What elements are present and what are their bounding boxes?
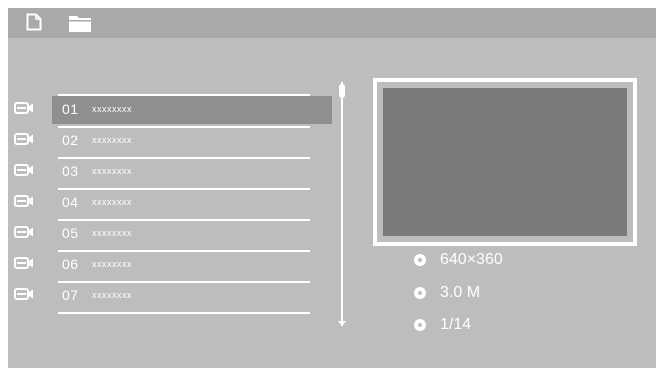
scrollbar[interactable] xyxy=(337,82,347,330)
screen: 01 xxxxxxxx 02 xxxxxxxx 03 xxxxxxxx 04 xxxxxxxx… xyxy=(8,8,656,368)
list-item-number: 02 xyxy=(62,132,79,148)
scroll-track xyxy=(341,82,343,326)
list-item-number: 04 xyxy=(62,194,79,210)
row-divider xyxy=(58,126,310,128)
list-item[interactable]: 06 xxxxxxxx xyxy=(52,251,332,283)
video-camera-icon xyxy=(14,256,34,270)
preview-image xyxy=(383,88,627,236)
document-icon[interactable] xyxy=(26,13,42,31)
video-camera-icon xyxy=(14,132,34,146)
list-item[interactable]: 04 xxxxxxxx xyxy=(52,189,332,221)
video-camera-icon xyxy=(14,101,34,115)
list-item[interactable]: 05 xxxxxxxx xyxy=(52,220,332,252)
list-item[interactable]: 01 xxxxxxxx xyxy=(52,96,332,128)
row-divider xyxy=(58,219,310,221)
list-item[interactable]: 07 xxxxxxxx xyxy=(52,282,332,314)
scroll-thumb[interactable] xyxy=(339,84,345,98)
list-item-number: 03 xyxy=(62,163,79,179)
list-item-name: xxxxxxxx xyxy=(92,259,132,269)
list-item-name: xxxxxxxx xyxy=(92,135,132,145)
video-camera-icon xyxy=(14,194,34,208)
video-preview[interactable] xyxy=(373,78,637,246)
row-divider xyxy=(58,250,310,252)
list-item-name: xxxxxxxx xyxy=(92,290,132,300)
list-top-divider xyxy=(58,94,310,96)
list-item-number: 07 xyxy=(62,287,79,303)
bullet-icon xyxy=(414,287,426,299)
list-item-number: 01 xyxy=(62,101,79,117)
list-item[interactable]: 02 xxxxxxxx xyxy=(52,127,332,159)
resolution-text: 640×360 xyxy=(440,251,503,268)
list-item[interactable]: 03 xxxxxxxx xyxy=(52,158,332,190)
row-divider xyxy=(58,312,310,314)
list-item-name: xxxxxxxx xyxy=(92,104,132,114)
top-bar xyxy=(8,8,656,38)
row-divider xyxy=(58,281,310,283)
row-divider xyxy=(58,188,310,190)
list-item-number: 05 xyxy=(62,225,79,241)
bullet-icon xyxy=(414,254,426,266)
item-position-text: 1/14 xyxy=(440,316,472,333)
file-size-text: 3.0 M xyxy=(440,284,481,301)
video-camera-icon xyxy=(14,163,34,177)
list-item-number: 06 xyxy=(62,256,79,272)
video-camera-icon xyxy=(14,287,34,301)
scroll-down-arrow-icon[interactable] xyxy=(337,318,347,328)
bullet-icon xyxy=(414,319,426,331)
row-divider xyxy=(58,157,310,159)
video-camera-icon xyxy=(14,225,34,239)
list-item-name: xxxxxxxx xyxy=(92,166,132,176)
folder-icon[interactable] xyxy=(68,13,92,33)
list-item-name: xxxxxxxx xyxy=(92,228,132,238)
list-item-name: xxxxxxxx xyxy=(92,197,132,207)
